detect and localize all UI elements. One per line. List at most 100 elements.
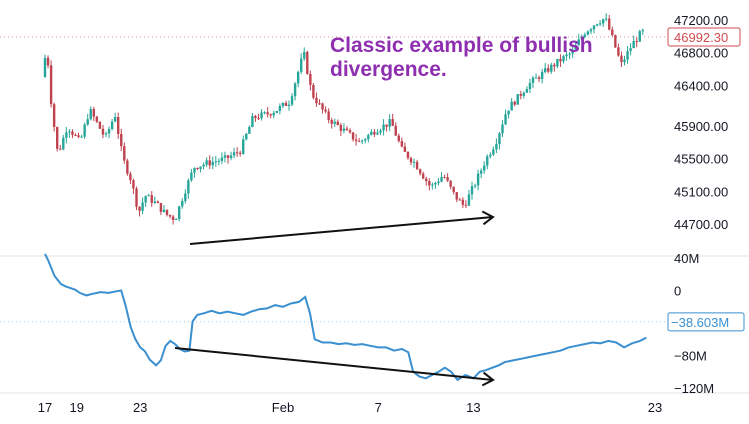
candle-body xyxy=(293,83,297,97)
candle-body xyxy=(239,152,242,154)
candle-body xyxy=(324,109,327,112)
candle-body xyxy=(534,77,538,79)
indicator-last-badge xyxy=(667,312,745,332)
candle-body xyxy=(431,184,434,186)
candle-body xyxy=(376,132,379,135)
candle-body xyxy=(199,166,202,170)
candle-body xyxy=(156,201,160,204)
indicator-line xyxy=(44,253,647,382)
candle-body xyxy=(370,131,373,135)
candle-body xyxy=(287,104,291,106)
candle-body xyxy=(422,173,425,179)
candle-body xyxy=(608,18,611,30)
candle-body xyxy=(495,144,498,150)
price-divergence-arrow-head xyxy=(481,210,495,226)
candle-body xyxy=(68,131,71,133)
candle-body xyxy=(382,124,385,131)
candle-body xyxy=(77,135,80,137)
candle-body xyxy=(83,124,86,137)
candle-body xyxy=(333,121,336,124)
candle-body xyxy=(315,97,318,104)
candle-body xyxy=(336,121,339,126)
candle-body xyxy=(388,119,391,127)
candle-body xyxy=(104,133,108,135)
price-tick-label: 46800.00 xyxy=(674,46,728,61)
indicator-tick-label: 0 xyxy=(674,284,681,299)
price-divergence-arrow xyxy=(189,216,494,245)
candle-body xyxy=(150,195,153,203)
candle-body xyxy=(52,104,56,128)
candle-body xyxy=(537,77,541,80)
candle-body xyxy=(507,110,510,115)
candle-body xyxy=(379,130,382,133)
candle-body xyxy=(260,112,263,119)
candle-body xyxy=(184,193,187,202)
candle-body xyxy=(62,137,65,150)
candle-body xyxy=(406,151,410,159)
candle-body xyxy=(257,118,260,120)
candle-body xyxy=(446,177,449,181)
candle-body xyxy=(415,161,419,170)
candle-body xyxy=(418,169,422,174)
candle-body xyxy=(434,182,437,185)
candle-body xyxy=(452,186,455,193)
candle-body xyxy=(428,181,431,186)
candle-body xyxy=(235,152,239,154)
candle-body xyxy=(638,31,641,42)
candle-body xyxy=(598,23,602,25)
candle-body xyxy=(601,19,605,24)
candle-body xyxy=(629,48,632,52)
last-price-badge xyxy=(667,27,741,47)
candle-body xyxy=(187,180,190,194)
candle-body xyxy=(412,161,416,163)
candle-body xyxy=(327,111,330,120)
candle-body xyxy=(605,18,608,20)
candle-body xyxy=(516,94,519,105)
candle-body xyxy=(595,24,599,26)
candle-body xyxy=(540,72,544,80)
indicator-tick-label: 40M xyxy=(674,251,699,266)
candle-body xyxy=(281,102,285,107)
candle-body xyxy=(556,58,559,67)
candle-body xyxy=(113,116,117,122)
candle-body xyxy=(626,51,629,60)
candle-body xyxy=(296,71,300,84)
candle-body xyxy=(531,77,535,83)
candle-body xyxy=(178,206,181,220)
candle-body xyxy=(565,54,568,57)
candle-body xyxy=(361,140,364,142)
candle-body xyxy=(190,172,193,181)
candle-body xyxy=(580,36,583,40)
time-tick-label: 13 xyxy=(466,400,480,415)
candle-body xyxy=(46,57,50,66)
time-tick-label: 23 xyxy=(133,400,147,415)
candle-body xyxy=(196,167,199,170)
candle-body xyxy=(574,45,577,50)
candle-body xyxy=(498,133,501,145)
candle-body xyxy=(641,30,644,32)
indicator-divergence-arrow-head xyxy=(481,371,495,387)
candle-body xyxy=(547,68,550,72)
candle-body xyxy=(464,204,468,206)
candle-body xyxy=(193,167,196,173)
candle-body xyxy=(49,65,53,105)
candle-body xyxy=(437,181,440,183)
candle-body xyxy=(95,116,99,122)
candle-body xyxy=(611,29,614,36)
candle-body xyxy=(510,101,513,111)
candle-body xyxy=(400,141,404,147)
candle-body xyxy=(403,146,407,152)
candle-body xyxy=(458,199,461,201)
last-price-label: 46992.30 xyxy=(674,30,728,45)
candle-body xyxy=(263,112,266,114)
candle-body xyxy=(86,119,89,125)
candle-body xyxy=(153,201,156,203)
candle-body xyxy=(205,160,208,165)
candle-body xyxy=(470,186,474,195)
price-tick-label: 46400.00 xyxy=(674,78,728,93)
candle-body xyxy=(614,35,617,48)
candle-body xyxy=(126,160,129,174)
candle-body xyxy=(461,199,465,205)
